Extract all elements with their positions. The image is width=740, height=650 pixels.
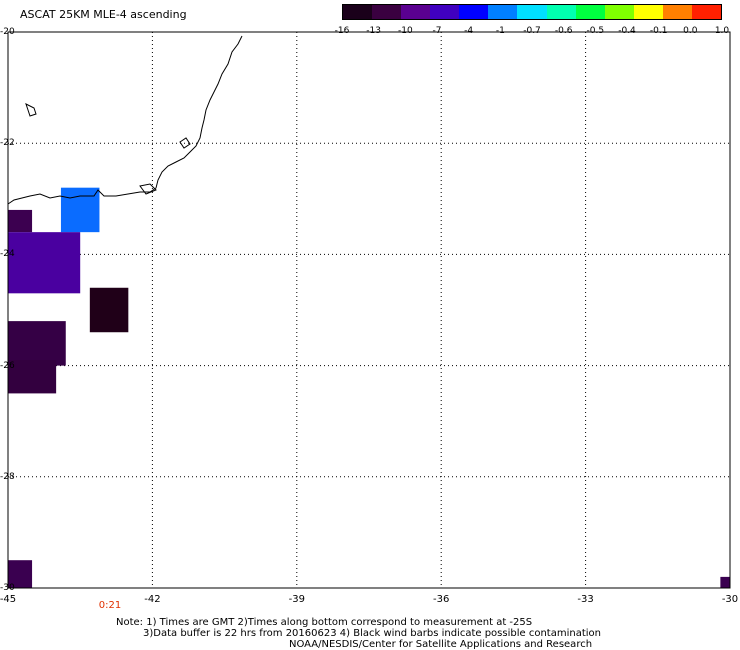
longitude-label: -30 — [721, 594, 739, 605]
longitude-label: -33 — [577, 594, 594, 605]
color-scale-tick-label: -0.5 — [586, 26, 605, 36]
longitude-label: -39 — [288, 594, 305, 605]
map-frame — [7, 31, 731, 589]
color-scale-tick-label: -7 — [432, 26, 442, 36]
color-scale-tick-label: -10 — [397, 26, 413, 36]
data-cell — [8, 321, 66, 366]
color-scale-swatch — [517, 5, 547, 19]
color-scale-swatch — [546, 5, 576, 19]
coastline — [7, 35, 243, 205]
color-scale-tick-label: 1.0 — [714, 26, 730, 36]
color-scale-swatch — [662, 5, 692, 19]
island-3 — [139, 183, 157, 195]
longitude-label: -36 — [433, 594, 450, 605]
color-scale-swatch — [691, 5, 722, 19]
color-scale-swatch — [372, 5, 402, 19]
color-scale-tick-label: -4 — [464, 26, 474, 36]
color-scale-tick-label: -13 — [366, 26, 382, 36]
data-cell — [720, 576, 730, 588]
longitude-label: -42 — [144, 594, 161, 605]
latitude-label: -30 — [0, 583, 15, 593]
data-cell — [89, 287, 129, 333]
color-scale-bar — [342, 4, 722, 20]
latitude-label: -20 — [0, 27, 15, 37]
color-scale-tick-label: 0.0 — [683, 26, 698, 36]
data-cell — [60, 187, 100, 233]
latitude-label: -22 — [0, 138, 15, 149]
data-cells — [8, 187, 730, 588]
latitude-label: -26 — [0, 360, 15, 371]
color-scale-swatch — [633, 5, 663, 19]
data-cell — [8, 209, 33, 233]
color-scale-tick-label: -16 — [334, 26, 350, 36]
color-scale-swatch — [343, 5, 373, 19]
note-line-3: NOAA/NESDIS/Center for Satellite Applica… — [289, 639, 593, 650]
island-1 — [179, 137, 191, 149]
map-title: ASCAT 25KM MLE-4 ascending — [20, 8, 187, 21]
island-2 — [25, 103, 37, 117]
latitude-label: -24 — [0, 249, 15, 260]
coastline-path — [7, 35, 243, 205]
longitude-label: -45 — [0, 594, 17, 605]
color-scale-swatch — [488, 5, 518, 19]
time-label: 0:21 — [98, 600, 122, 611]
color-scale-tick-label: -0.1 — [649, 26, 668, 36]
color-scale-swatch — [459, 5, 489, 19]
color-scale-tick-label: -0.6 — [554, 26, 573, 36]
color-scale-swatch — [575, 5, 605, 19]
color-scale-swatch — [604, 5, 634, 19]
data-cell — [8, 360, 57, 394]
note-line-2: 3)Data buffer is 22 hrs from 20160623 4)… — [143, 628, 601, 639]
color-scale-tick-label: -1 — [495, 26, 505, 36]
latitude-label: -28 — [0, 471, 15, 482]
color-scale-tick-label: -0.4 — [618, 26, 636, 36]
data-cell — [8, 560, 33, 588]
color-scale-swatch — [430, 5, 460, 19]
color-scale-tick-label: -0.7 — [523, 26, 541, 36]
note-line-1: Note: 1) Times are GMT 2)Times along bot… — [116, 617, 533, 628]
data-cell — [8, 232, 81, 294]
color-scale-swatch — [401, 5, 431, 19]
